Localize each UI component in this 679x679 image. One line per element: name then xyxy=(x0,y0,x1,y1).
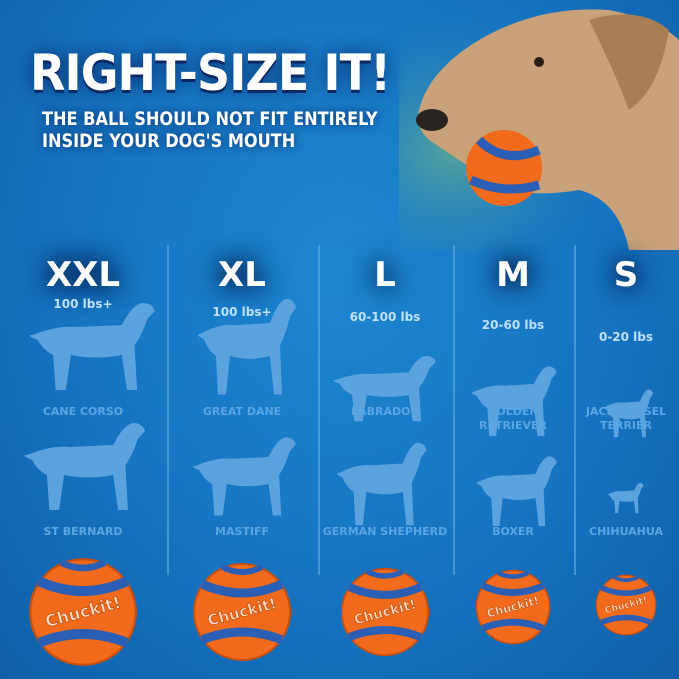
ball-icon: Chuckit! xyxy=(193,563,291,661)
dog-silhouette-icon xyxy=(476,456,557,526)
column-divider xyxy=(574,245,576,575)
column-divider xyxy=(318,245,320,575)
dog-silhouette-icon xyxy=(333,356,436,422)
ball-in-mouth xyxy=(466,130,542,206)
dog-silhouette-icon xyxy=(337,442,427,526)
dog-silhouette-icon xyxy=(471,366,557,436)
size-label: M xyxy=(496,255,530,295)
breed-name: ST BERNARD xyxy=(43,525,123,538)
breed-name: JACK RUSSEL TERRIER xyxy=(585,405,667,432)
weight-range: 0-20 lbs xyxy=(598,330,654,344)
dog-silhouette-icon xyxy=(24,423,146,510)
dog-silhouette-icon xyxy=(197,298,296,395)
breed-name: LABRADOR xyxy=(351,405,419,418)
column-divider xyxy=(167,245,169,575)
subheadline-line-2: INSIDE YOUR DOG'S MOUTH xyxy=(42,130,296,152)
subheadline-line-1: THE BALL SHOULD NOT FIT ENTIRELY xyxy=(42,108,378,130)
dog-silhouette-icon xyxy=(193,437,296,516)
weight-range: 100 lbs+ xyxy=(212,305,272,319)
dog-with-ball-photo xyxy=(399,0,679,250)
breed-name: CHIHUAHUA xyxy=(589,525,663,538)
ball-icon: Chuckit! xyxy=(595,574,657,636)
size-label: XL xyxy=(218,255,266,295)
weight-range: 20-60 lbs xyxy=(481,318,545,332)
ball-icon: Chuckit! xyxy=(340,567,430,657)
size-label: S xyxy=(613,255,639,295)
subheadline: THE BALL SHOULD NOT FIT ENTIRELY INSIDE … xyxy=(42,108,378,152)
ball-icon: Chuckit! xyxy=(29,558,137,666)
column-divider xyxy=(453,245,455,575)
dog-silhouette-icon xyxy=(29,303,155,390)
breed-name: BOXER xyxy=(492,525,534,538)
breed-name: GERMAN SHEPHERD xyxy=(322,525,448,538)
breed-name: GREAT DANE xyxy=(202,405,282,418)
ball-icon: Chuckit! xyxy=(475,569,551,645)
weight-range: 100 lbs+ xyxy=(53,297,113,311)
breed-name: CANE CORSO xyxy=(42,405,124,418)
size-label: XXL xyxy=(45,255,121,295)
dog-silhouette-icon xyxy=(603,389,653,438)
breed-name: GOLDEN RETRIEVER xyxy=(478,405,548,432)
headline: RIGHT-SIZE IT! xyxy=(30,44,391,102)
size-label: L xyxy=(374,255,396,295)
weight-range: 60-100 lbs xyxy=(349,310,421,324)
dog-silhouette-icon xyxy=(607,482,644,514)
breed-name: MASTIFF xyxy=(214,525,270,538)
